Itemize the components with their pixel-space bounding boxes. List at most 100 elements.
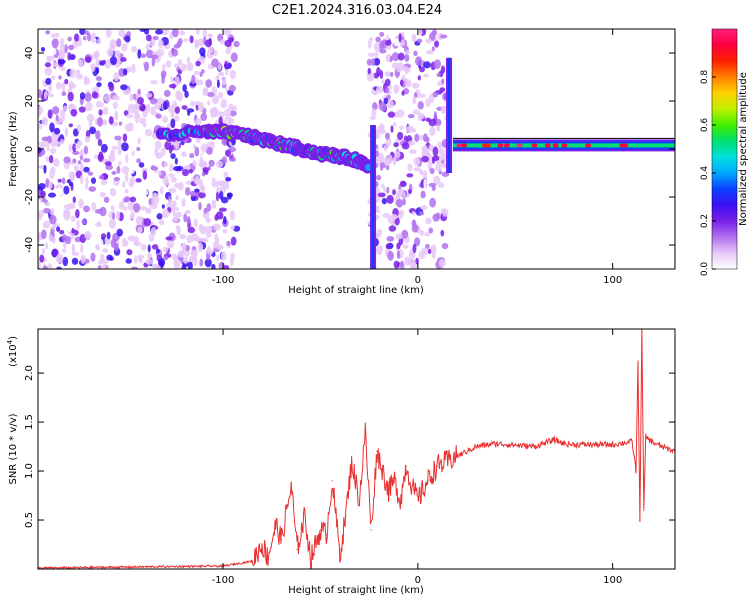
noise-cell	[79, 29, 86, 36]
noise-cell	[404, 49, 411, 55]
noise-cell	[161, 204, 165, 209]
snr-xlabel: Height of straight line (km)	[288, 585, 424, 596]
colorbar-tick-label: 0.2	[700, 214, 710, 228]
noise-cell	[53, 158, 60, 168]
noise-cell	[117, 138, 122, 148]
noise-cell	[124, 35, 131, 43]
noise-cell	[419, 66, 426, 73]
noise-cell	[214, 233, 219, 242]
noise-cell	[206, 146, 213, 155]
stable-line-peak	[516, 143, 523, 148]
noise-cell	[375, 85, 384, 94]
noise-cell	[80, 174, 84, 185]
noise-cell	[114, 135, 122, 141]
noise-cell	[215, 211, 224, 220]
noise-cell	[178, 38, 183, 44]
snr-point	[267, 556, 269, 558]
noise-cell	[387, 250, 394, 261]
noise-cell	[106, 231, 111, 240]
noise-cell	[75, 69, 81, 75]
snr-point	[319, 529, 322, 531]
noise-cell	[174, 206, 180, 212]
noise-cell	[144, 61, 149, 72]
noise-cell	[431, 46, 435, 52]
noise-cell	[413, 167, 421, 172]
noise-cell	[137, 48, 142, 59]
noise-cell	[59, 230, 65, 235]
noise-cell	[173, 63, 181, 68]
noise-cell	[78, 106, 86, 113]
noise-cell	[130, 211, 135, 220]
noise-cell	[108, 83, 115, 92]
noise-cell	[50, 166, 56, 174]
snr-point	[339, 553, 341, 555]
noise-cell	[395, 233, 403, 240]
noise-cell	[193, 177, 200, 185]
noise-cell	[56, 226, 61, 232]
noise-cell	[46, 56, 53, 63]
noise-cell	[118, 160, 122, 166]
noise-cell	[129, 164, 136, 175]
noise-cell	[422, 170, 428, 180]
noise-cell	[40, 140, 48, 148]
stable-line-peak	[622, 143, 629, 148]
noise-cell	[420, 190, 426, 199]
noise-cell	[90, 177, 97, 184]
noise-cell	[207, 33, 214, 38]
noise-cell	[90, 63, 96, 72]
noise-cell	[184, 210, 191, 215]
noise-cell	[425, 243, 430, 249]
noise-cell	[102, 106, 109, 115]
noise-cell	[84, 258, 90, 264]
noise-cell	[418, 211, 425, 216]
noise-cell	[114, 110, 119, 121]
noise-cell	[158, 258, 166, 267]
noise-cell	[93, 154, 99, 159]
noise-cell	[418, 250, 426, 260]
noise-cell	[46, 142, 50, 152]
noise-cell	[162, 115, 169, 124]
noise-cell	[375, 36, 381, 43]
noise-cell	[168, 83, 177, 89]
noise-cell	[132, 105, 139, 115]
noise-cell	[428, 227, 434, 234]
noise-cell	[99, 206, 107, 217]
noise-cell	[198, 38, 204, 47]
snr-point	[660, 445, 662, 448]
noise-cell	[75, 209, 80, 219]
noise-cell	[181, 105, 188, 110]
noise-cell	[401, 142, 410, 150]
noise-cell	[144, 128, 153, 137]
noise-cell	[411, 211, 416, 216]
noise-cell	[137, 96, 144, 105]
colorbar-tick-label: 0.4	[700, 166, 710, 181]
noise-cell	[154, 140, 162, 150]
noise-cell	[91, 202, 97, 211]
noise-cell	[224, 149, 231, 157]
noise-cell	[185, 187, 191, 196]
noise-cell	[131, 63, 136, 74]
noise-cell	[113, 177, 121, 182]
noise-cell	[51, 106, 60, 115]
noise-cell	[396, 64, 403, 73]
noise-cell	[84, 30, 90, 36]
noise-cell	[421, 145, 428, 152]
spectrogram-axes: -100 0 100 -40 -20 0 20 40	[24, 29, 675, 286]
noise-cell	[123, 197, 129, 203]
noise-cell	[384, 132, 390, 140]
noise-cell	[194, 188, 200, 193]
noise-cell	[222, 77, 226, 86]
noise-cell	[68, 143, 72, 152]
noise-cell	[189, 35, 194, 44]
noise-cell	[52, 235, 56, 244]
noise-cell	[123, 68, 128, 76]
noise-cell	[198, 192, 206, 199]
noise-cell	[116, 228, 123, 237]
y-tick-label: -40	[24, 237, 35, 253]
snr-point	[331, 480, 333, 482]
noise-cell	[174, 115, 180, 122]
noise-cell	[113, 71, 120, 82]
snr-point	[534, 445, 536, 448]
noise-cell	[163, 255, 169, 261]
